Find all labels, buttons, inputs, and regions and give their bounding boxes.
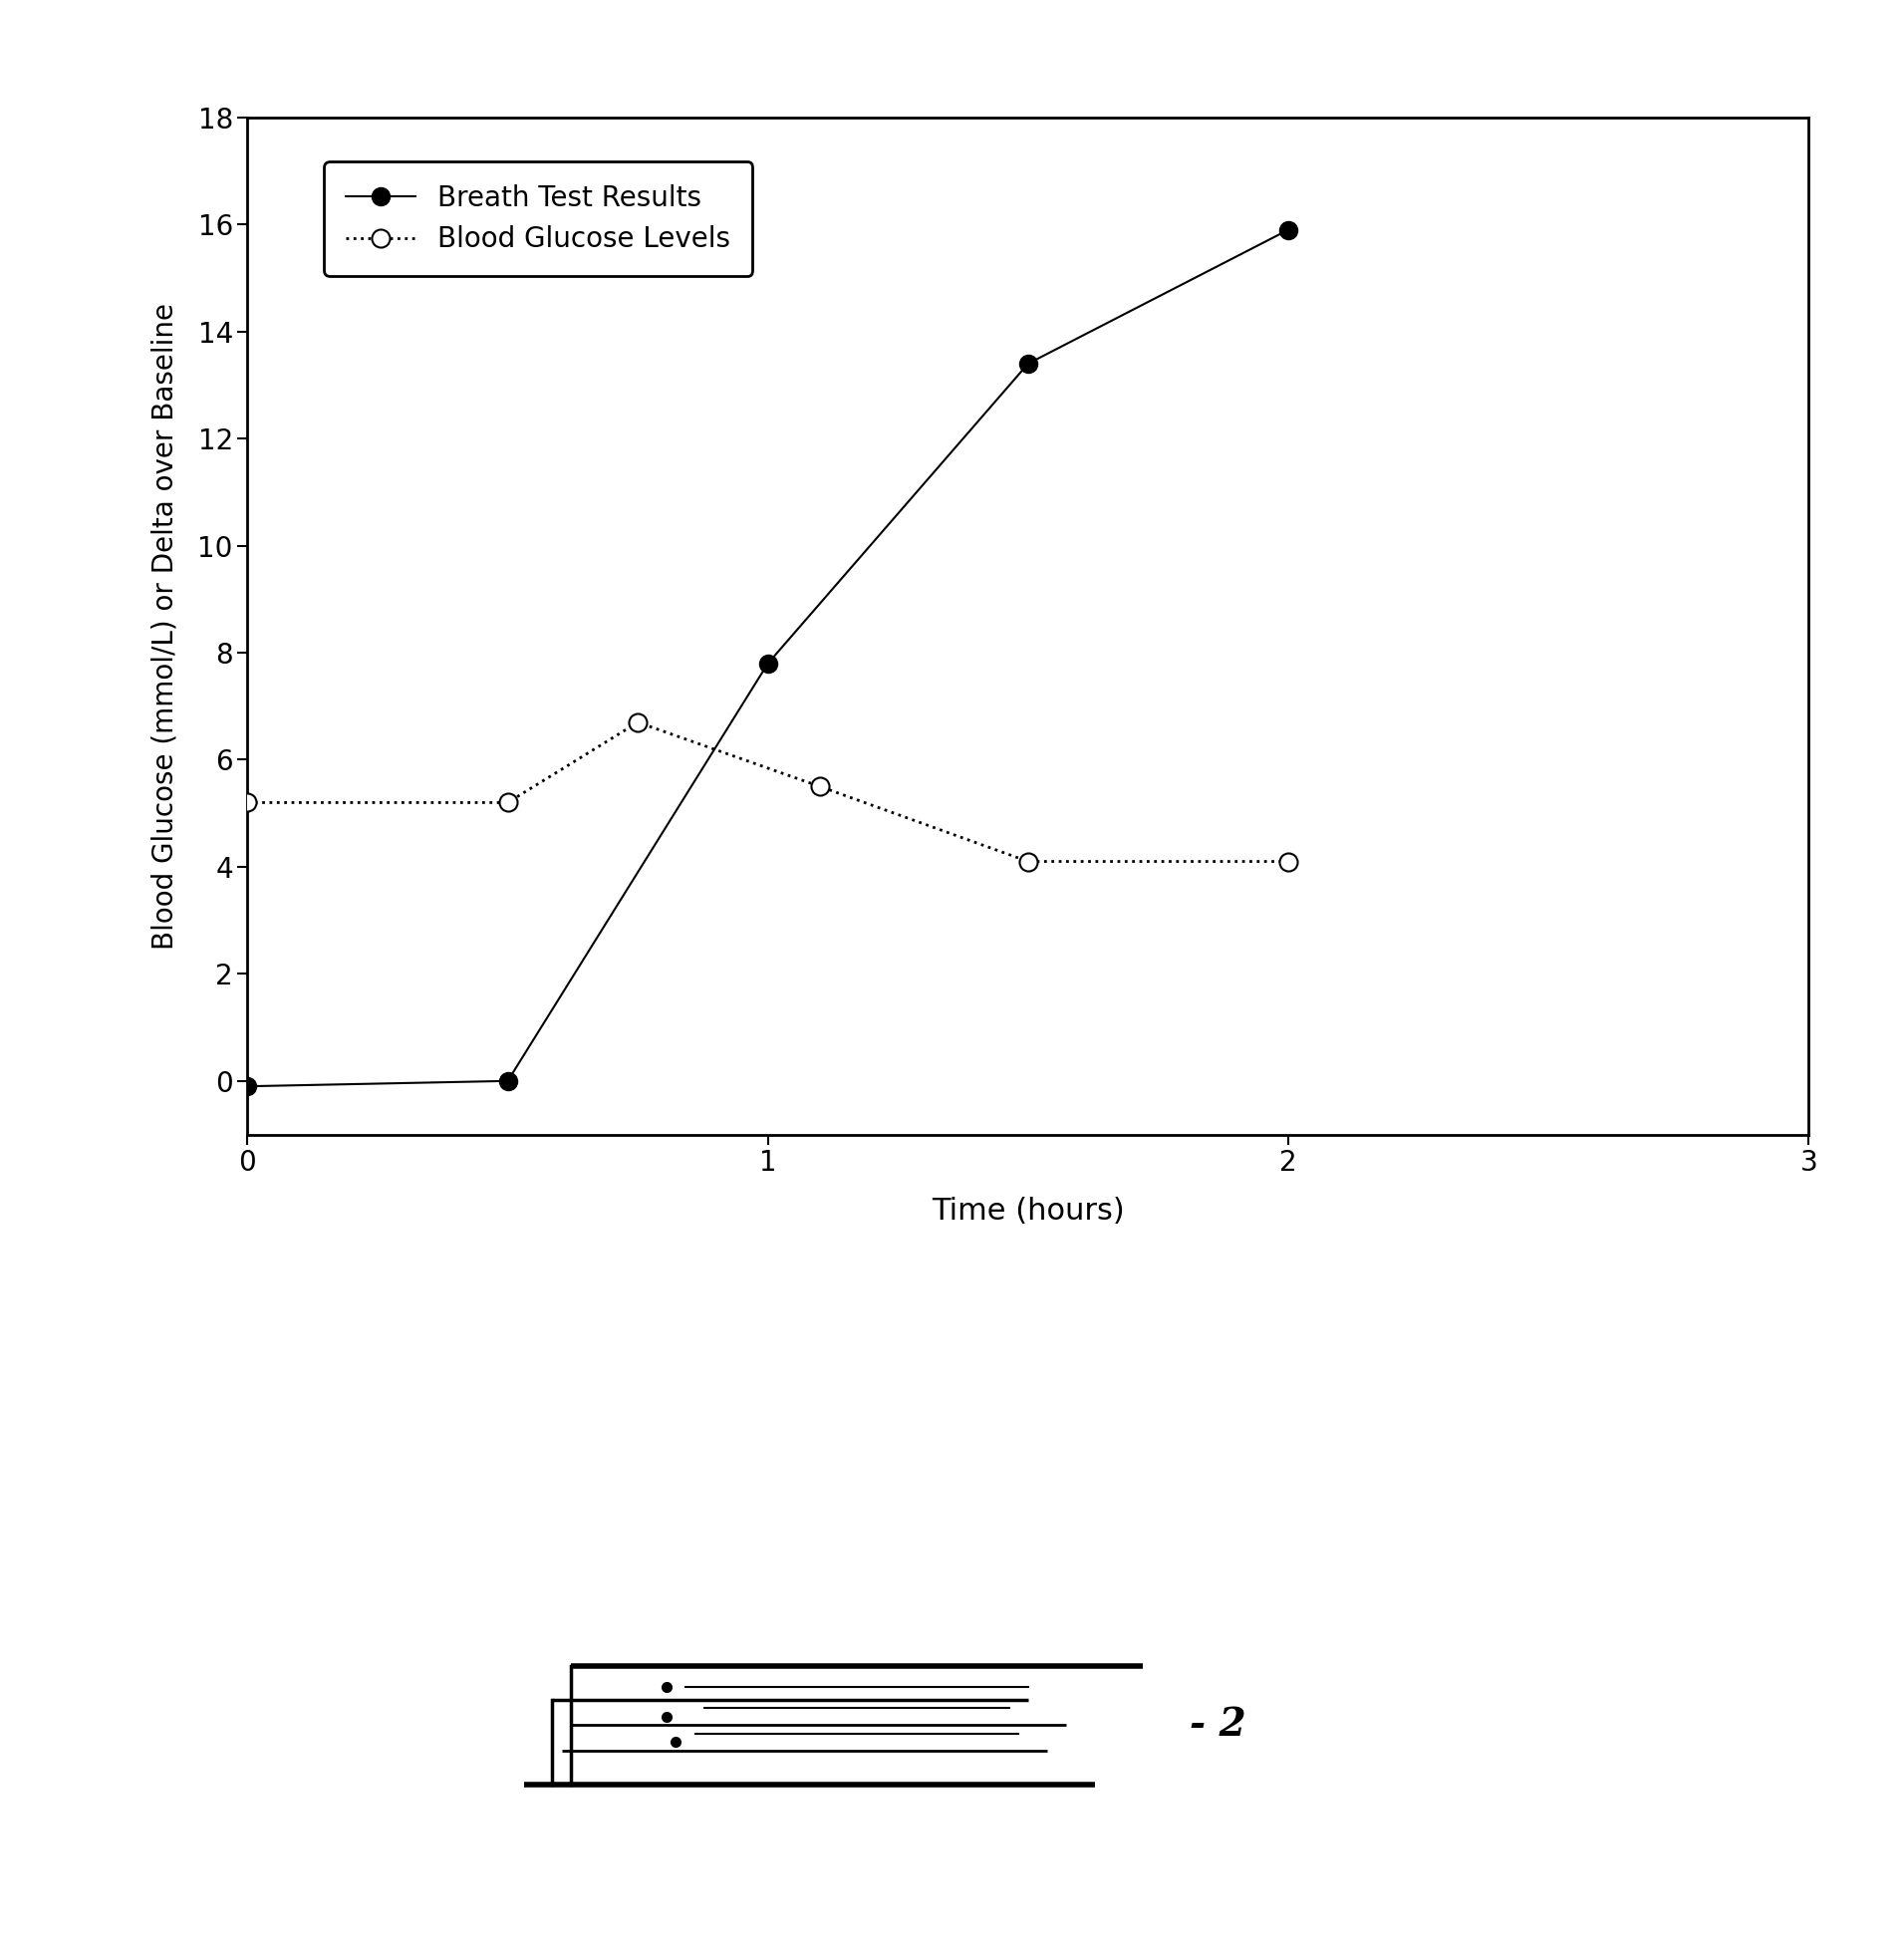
Blood Glucose Levels	[236, 790, 259, 814]
Breath Test Results	[1278, 217, 1300, 241]
Text: - 2: - 2	[1190, 1706, 1247, 1745]
Breath Test Results	[756, 651, 779, 675]
Legend: Breath Test Results, Blood Glucose Levels: Breath Test Results, Blood Glucose Level…	[324, 162, 752, 276]
Line: Blood Glucose Levels: Blood Glucose Levels	[238, 714, 1297, 870]
Blood Glucose Levels	[497, 790, 520, 814]
Blood Glucose Levels	[1017, 849, 1040, 872]
Line: Breath Test Results: Breath Test Results	[238, 221, 1297, 1095]
Y-axis label: Blood Glucose (mmol/L) or Delta over Baseline: Blood Glucose (mmol/L) or Delta over Bas…	[150, 303, 179, 949]
Breath Test Results	[236, 1074, 259, 1097]
Blood Glucose Levels	[809, 775, 832, 798]
Breath Test Results	[497, 1070, 520, 1093]
X-axis label: Time (hours): Time (hours)	[931, 1197, 1125, 1224]
Breath Test Results	[1017, 352, 1040, 376]
Blood Glucose Levels	[626, 710, 649, 734]
Blood Glucose Levels	[1278, 849, 1300, 872]
